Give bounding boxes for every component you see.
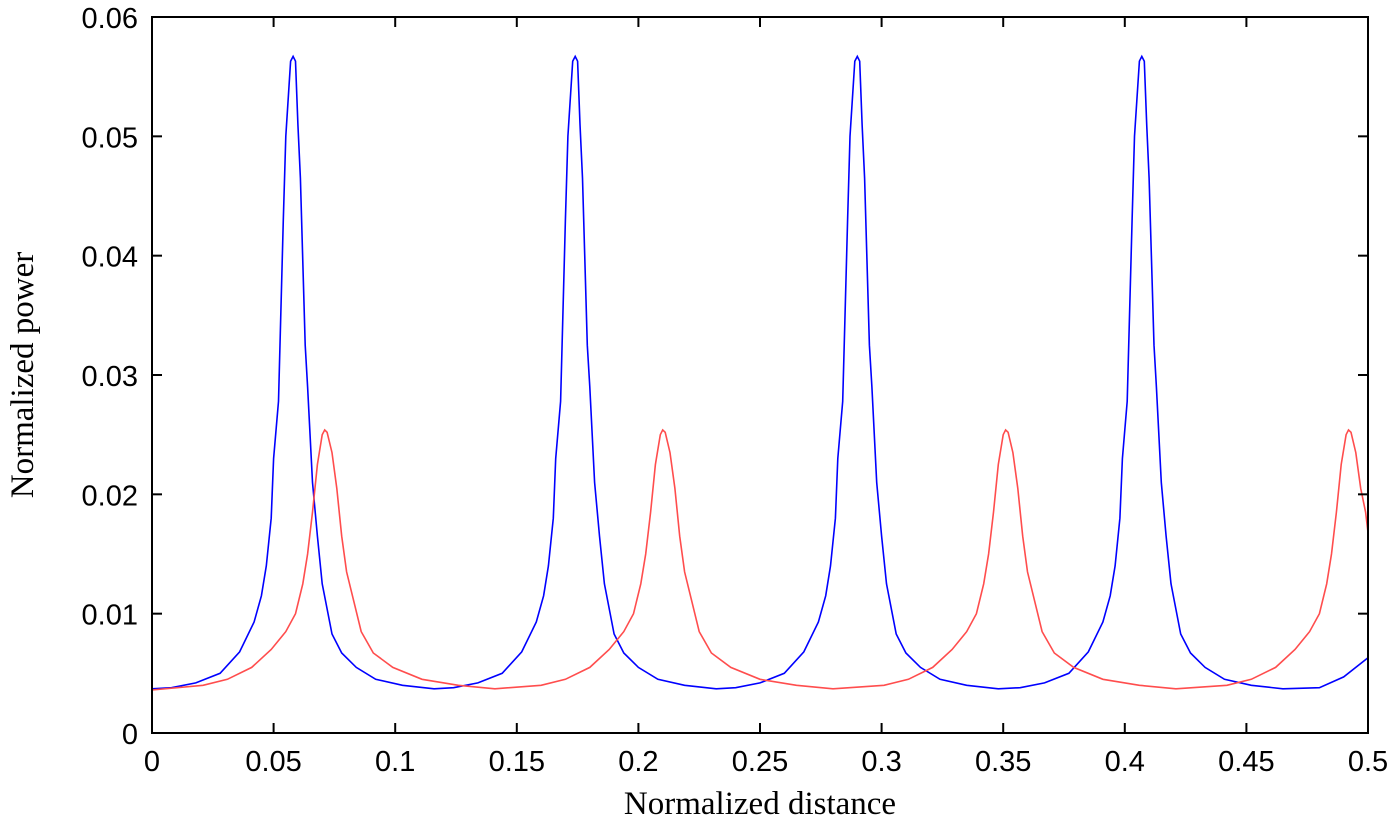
x-axis-label: Normalized distance (624, 786, 896, 822)
x-tick-label: 0.3 (861, 746, 901, 778)
x-tick-label: 0 (144, 746, 160, 778)
y-tick-label: 0.02 (82, 480, 138, 512)
series-line-blue (151, 54, 1369, 690)
y-tick-label: 0 (122, 719, 138, 751)
x-tick-label: 0.4 (1105, 746, 1145, 778)
y-tick-label: 0.04 (82, 242, 138, 274)
series-line-red (151, 428, 1369, 691)
ticks-layer: 0 0.05 0.1 0.15 0.2 0.25 0.3 0.35 0.4 0.45 0.5 0 0.0… (82, 3, 1389, 778)
x-tick-label: 0.5 (1348, 746, 1388, 778)
y-axis-label: Normalized power (5, 252, 41, 499)
series-layer (151, 54, 1369, 691)
y-tick-label: 0.05 (82, 122, 138, 154)
x-tick-label: 0.15 (489, 746, 545, 778)
x-tick-label: 0.1 (375, 746, 415, 778)
x-tick-label: 0.35 (975, 746, 1031, 778)
x-tick-label: 0.2 (618, 746, 658, 778)
y-tick-label: 0.03 (82, 361, 138, 393)
y-tick-label: 0.06 (82, 3, 138, 35)
x-tick-label: 0.05 (245, 746, 301, 778)
plot-frame (151, 16, 1369, 734)
x-tick-label: 0.25 (732, 746, 788, 778)
y-tick-label: 0.01 (82, 600, 138, 632)
x-tick-label: 0.45 (1218, 746, 1274, 778)
